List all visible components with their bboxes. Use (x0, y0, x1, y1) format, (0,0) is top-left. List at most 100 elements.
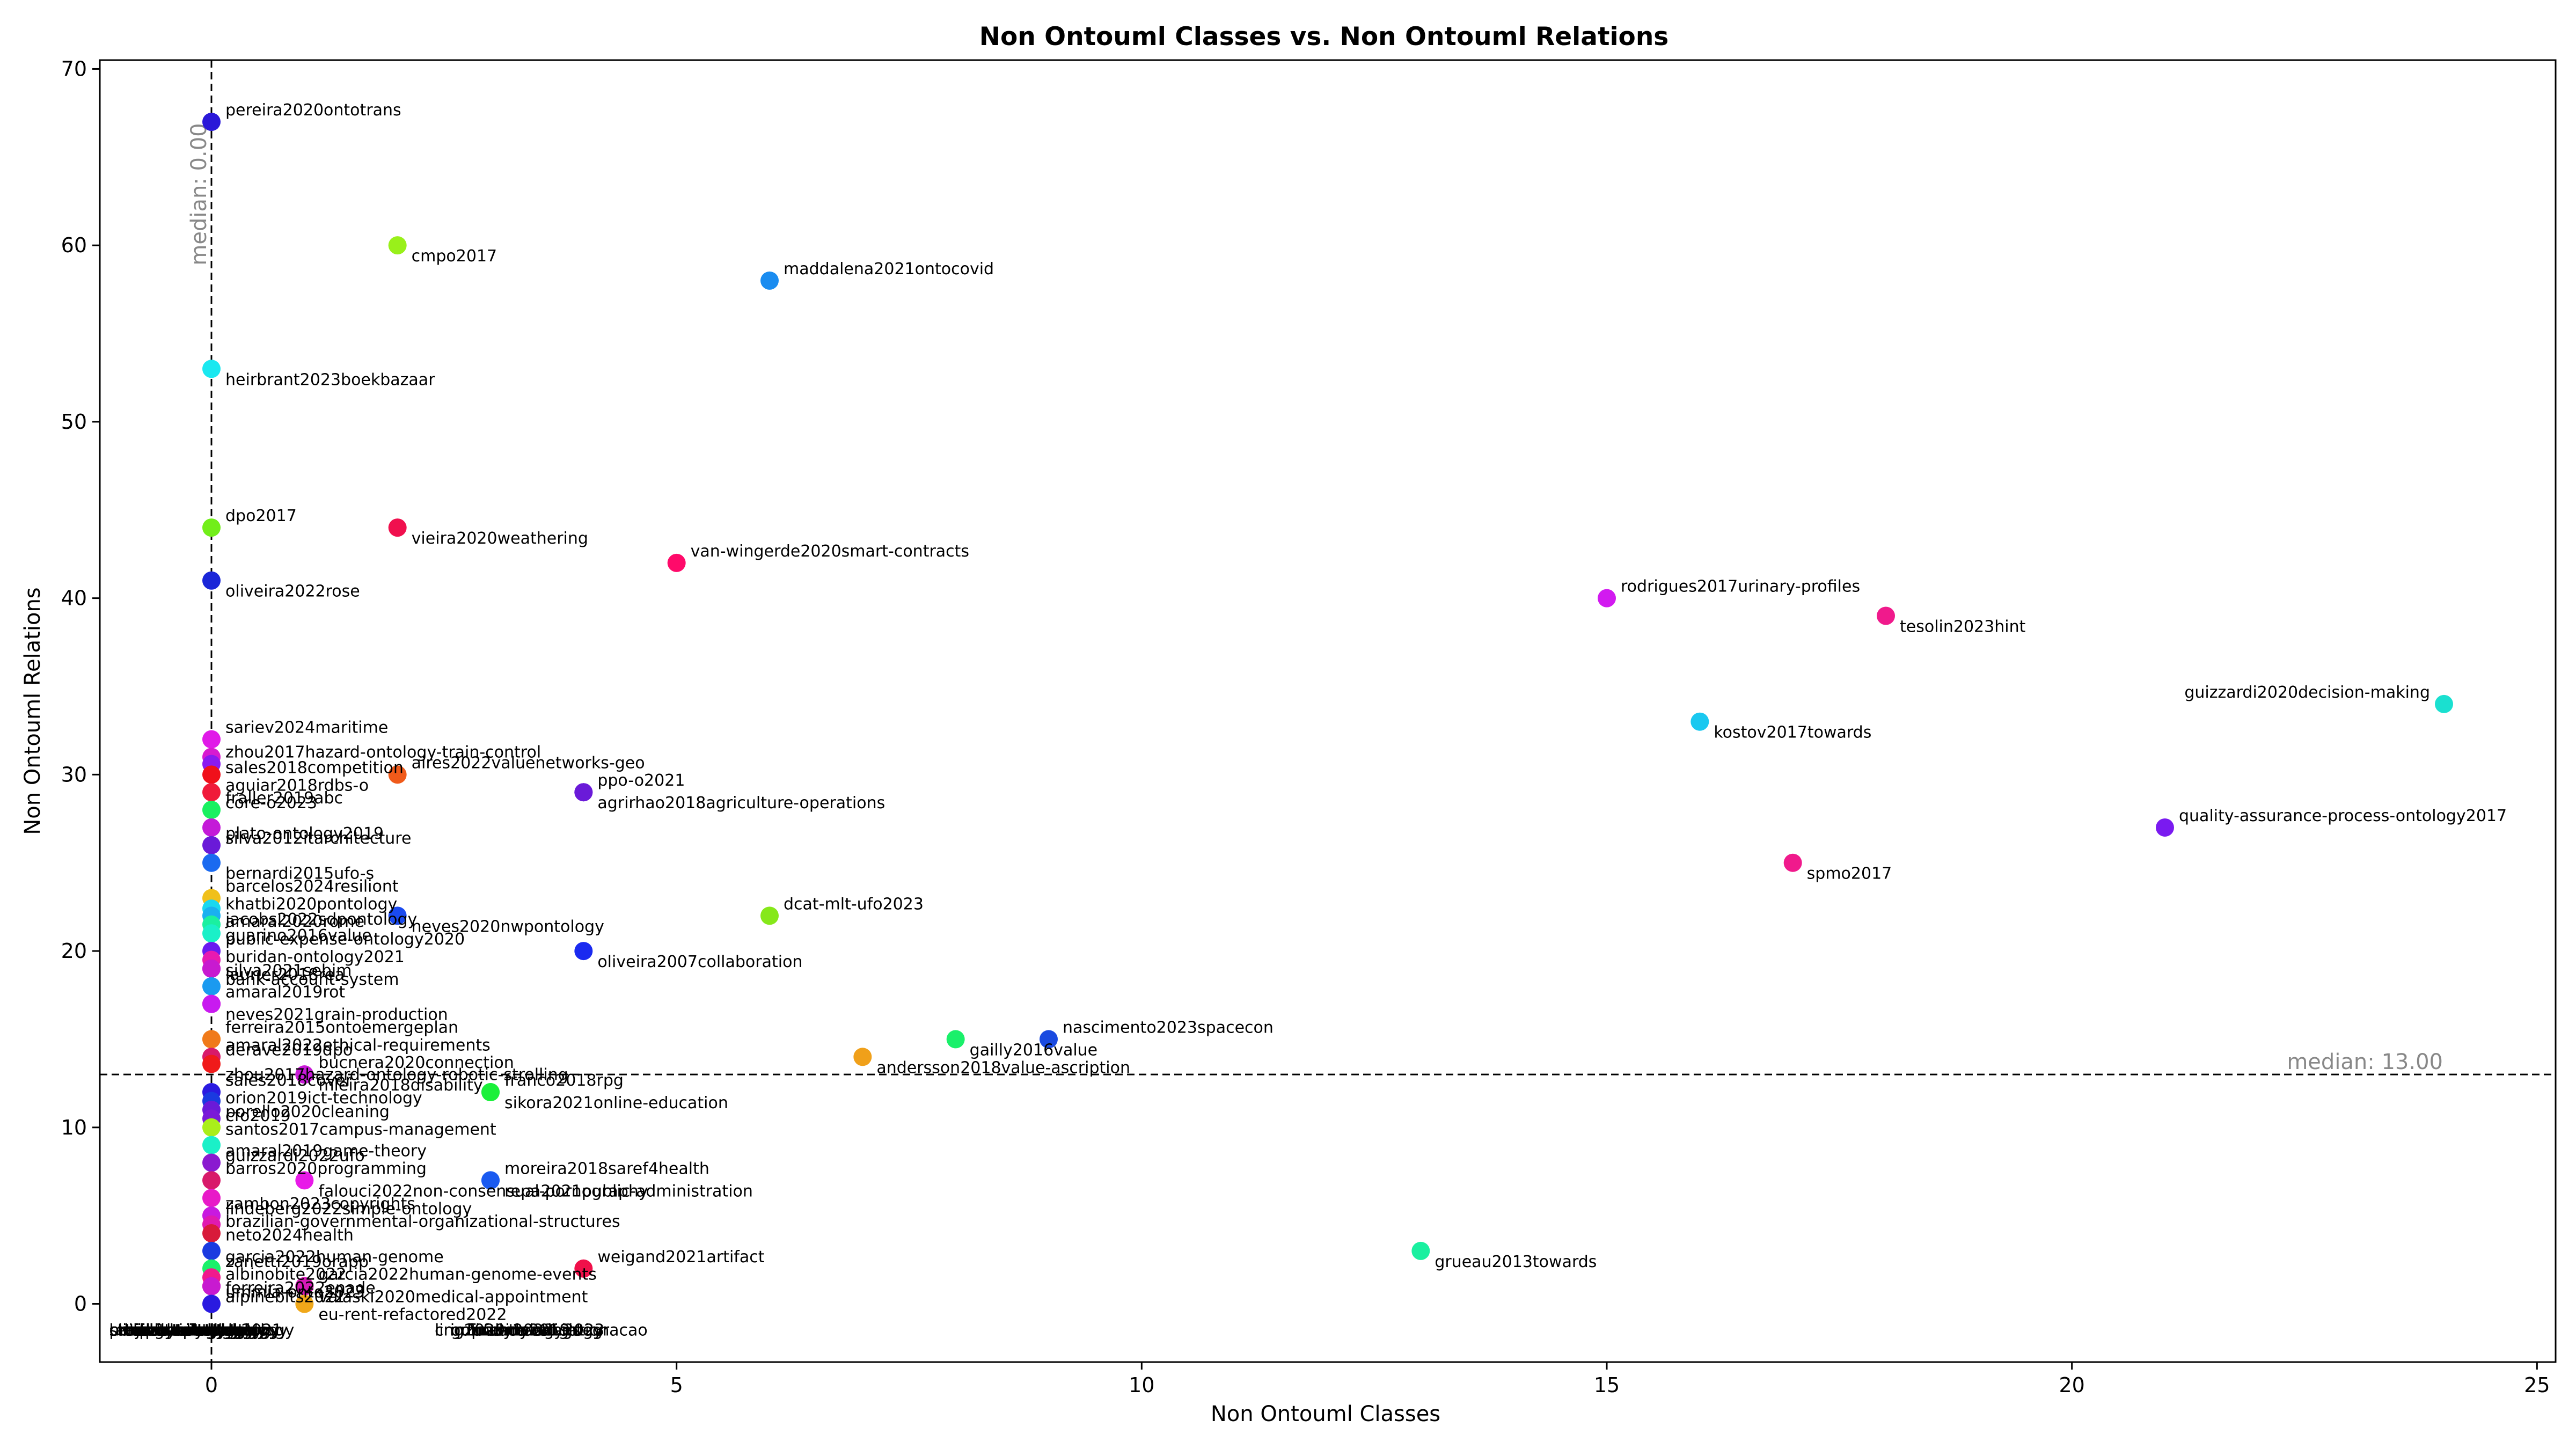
scatter-point (574, 1259, 593, 1278)
scatter-point (760, 906, 779, 925)
point-label: gdpr-ontology2023 (451, 1321, 604, 1340)
point-label: maternal-integracao (483, 1321, 648, 1340)
y-axis-label: Non Ontouml Relations (20, 587, 45, 835)
point-label: cfo2019 (225, 1107, 291, 1125)
scatter-point (202, 994, 221, 1013)
point-label: nascimento2023spacecon (1063, 1018, 1274, 1037)
point-label: jacobs2022sdpontology (225, 910, 417, 929)
point-label: brazilian-governmental-organizational-st… (225, 1212, 620, 1231)
scatter-point (202, 977, 221, 996)
scatter-point (481, 1083, 500, 1102)
point-label: repa2021public-administration (504, 1182, 753, 1201)
point-label: library-ontology (124, 1321, 252, 1340)
scatter-point (202, 836, 221, 854)
scatter-point (388, 906, 407, 925)
point-label: bank-account-system (225, 970, 399, 989)
point-label: porello2020cleaning (225, 1102, 390, 1121)
scatter-point (202, 1241, 221, 1260)
point-label: ferreira2015ontoemergeplan (225, 1018, 458, 1037)
point-label: finance-ontology (467, 1321, 603, 1340)
point-label: zambon2023copyrights (225, 1195, 415, 1213)
median-x-label: median: 0.00 (187, 123, 211, 265)
scatter-point (295, 1294, 314, 1313)
point-label: quality-assurance-process-ontology2017 (2179, 807, 2507, 825)
point-label: agrirhao2018agriculture-operations (597, 794, 885, 813)
point-label: bernardi2015ufo-s (225, 865, 374, 883)
point-label: valaski2020medical-appointment (318, 1288, 588, 1307)
scatter-point (202, 1153, 221, 1172)
point-label: silva2021sebim (225, 962, 352, 980)
point-label: car-ontology (124, 1321, 225, 1340)
point-label: spmo2017 (1807, 865, 1892, 883)
scatter-point (946, 1030, 965, 1049)
point-label: tourism-ontology (124, 1321, 262, 1340)
x-tick-label: 15 (1594, 1373, 1620, 1397)
point-label: aguiar2018rdbs-o (225, 776, 369, 795)
point-label: barcelos2024resiliont (225, 877, 399, 896)
point-label: barros2020programming (225, 1159, 427, 1178)
point-label: tesolin2023hint (1900, 617, 2026, 636)
point-label: garcia2022human-genome-events (318, 1265, 597, 1284)
y-tick-label: 30 (61, 763, 87, 786)
point-label: franco2018rpg (504, 1071, 624, 1090)
scatter-point (295, 1065, 314, 1084)
point-label: dcat-mlt-ufo2023 (784, 895, 924, 913)
scatter-point (202, 924, 221, 943)
point-label: oliveira2022rose (225, 582, 360, 601)
point-label: bank-ontology (139, 1321, 255, 1340)
point-label: family-ontology (154, 1321, 280, 1340)
median-y-label: median: 13.00 (2287, 1050, 2443, 1074)
point-label: eu-rent-refactored2022 (318, 1306, 507, 1324)
point-label: derave2019dpo (225, 1041, 353, 1059)
y-tick-label: 50 (61, 410, 87, 434)
point-label: online-meetings (451, 1321, 581, 1340)
point-label: aires2022valuenetworks-geo (412, 753, 645, 772)
x-tick-label: 20 (2059, 1373, 2084, 1397)
point-label: ling2020 (435, 1321, 505, 1340)
scatter-point (202, 360, 221, 378)
point-label: sales2018cover (225, 1071, 353, 1090)
y-tick-label: 70 (61, 57, 87, 80)
point-label: ummia-onto2023 (225, 1283, 364, 1302)
point-label: sariev2024maritime (225, 719, 388, 737)
point-label: grueau2013towards (1435, 1253, 1597, 1271)
scatter-point (202, 765, 221, 784)
point-label: amaral2022ethical-requirements (225, 1036, 491, 1055)
point-label: rodrigues2017urinary-profiles (1621, 577, 1860, 596)
point-label: fraller2019abc (225, 789, 343, 808)
point-label: falouci2022non-consensual-pornography (318, 1182, 648, 1201)
point-label: oliveira2007collaboration (597, 953, 802, 971)
point-label: mleira2018disability (318, 1076, 482, 1095)
scatter-point (202, 1224, 221, 1243)
scatter-point (202, 1294, 221, 1313)
x-tick-label: 5 (670, 1373, 683, 1397)
point-label: weigand2021artifact (597, 1248, 764, 1267)
point-label: zoo-ontology (139, 1321, 244, 1340)
point-labels: pereira2020ontotrans cmpo2017 maddalena202… (109, 101, 2507, 1340)
point-label: neto2024health (225, 1226, 354, 1245)
point-label: santos2017campus-management (225, 1120, 496, 1139)
point-label: lindeberg2022simple-ontology (225, 1199, 472, 1218)
scatter-point (202, 818, 221, 837)
point-label: cmpo2017 (412, 247, 497, 266)
point-label: gailly2016value (970, 1041, 1097, 1059)
scatter-point (202, 1189, 221, 1208)
point-label: neves2020nwpontology (412, 917, 604, 936)
chart-title: Non Ontouml Classes vs. Non Ontouml Rela… (979, 22, 1669, 52)
point-label: khatbi2020pontology (225, 895, 397, 913)
point-label: plato-ontology2019 (225, 824, 384, 843)
point-label: retail-ontology (109, 1321, 226, 1340)
point-label: silva2012itarchitecture (225, 829, 411, 848)
point-label: moreira2018saref4health (504, 1159, 709, 1178)
scatter-point (202, 571, 221, 590)
data-points (202, 113, 2453, 1313)
point-label: albinobite2022 (225, 1265, 346, 1284)
x-tick-label: 0 (205, 1373, 218, 1397)
scatter-point (202, 783, 221, 802)
scatter-point (481, 1171, 500, 1190)
scatter-point (388, 236, 407, 255)
point-label: guizzardi2020decision-making (2184, 683, 2430, 702)
point-label: dpo2017 (225, 507, 297, 525)
scatter-point (202, 801, 221, 819)
point-label: hotel-ontology (109, 1321, 226, 1340)
